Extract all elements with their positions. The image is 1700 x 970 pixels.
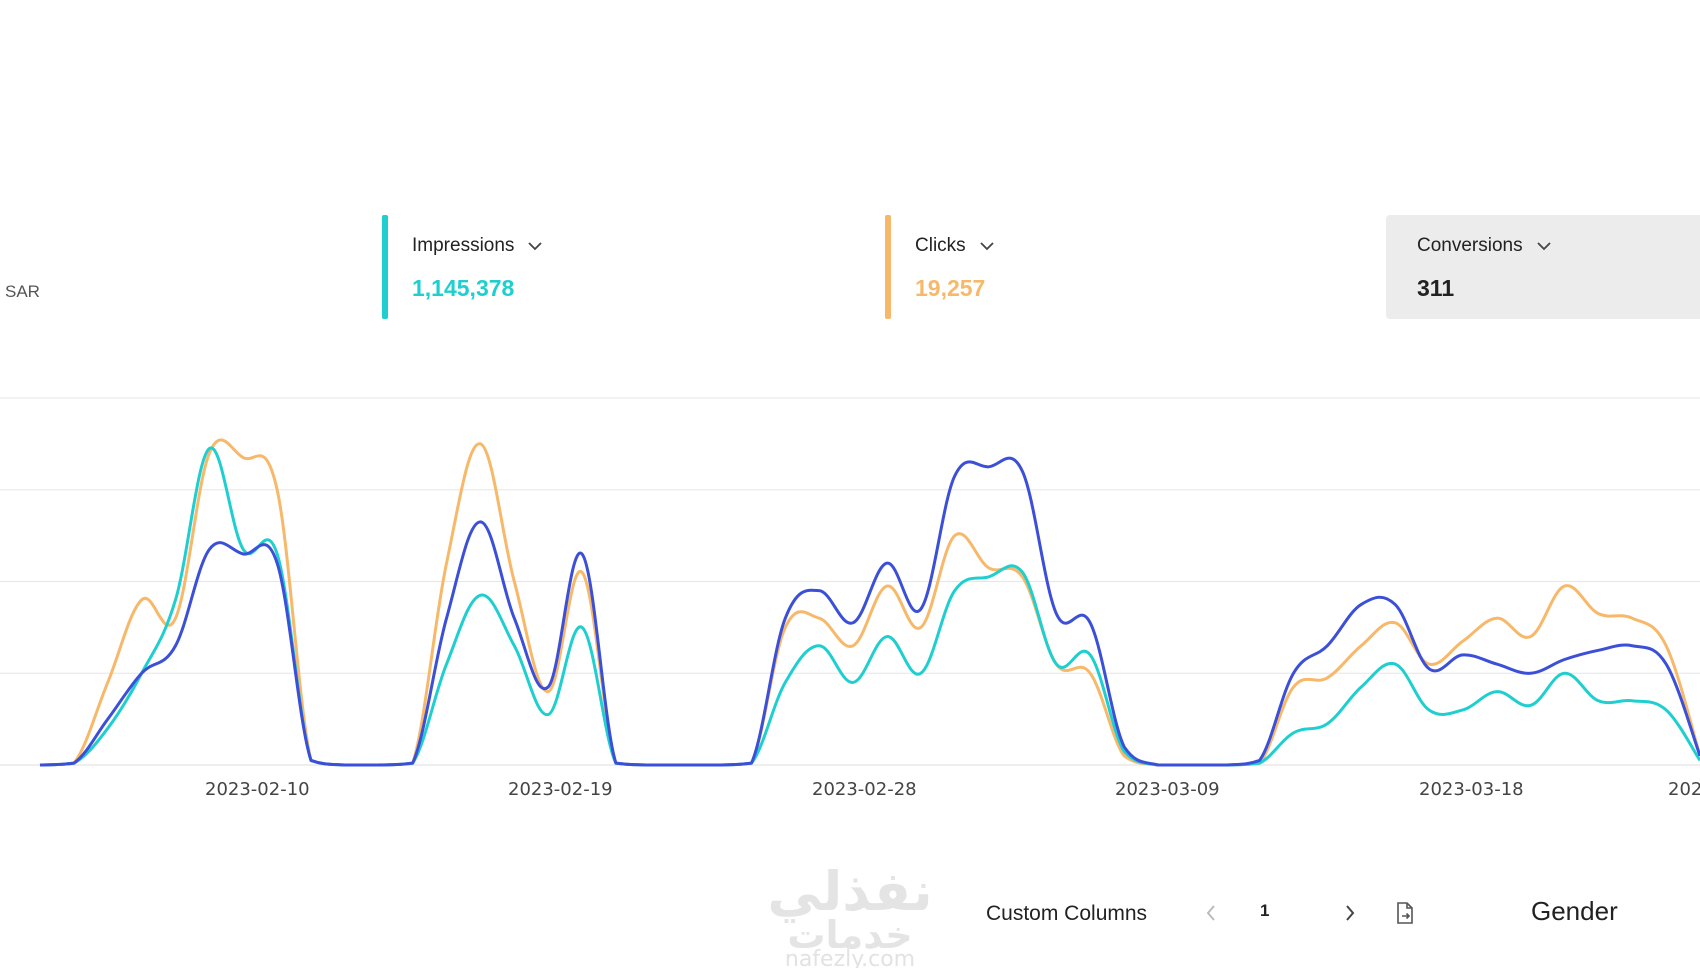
metric-color-bar xyxy=(885,215,891,319)
chevron-down-icon[interactable] xyxy=(526,237,544,255)
metric-value: 19,257 xyxy=(915,275,986,301)
x-tick-label: 2023-02-19 xyxy=(508,779,613,800)
metric-card-conversions[interactable]: Conversions 311 xyxy=(1386,215,1700,319)
page-number: 1 xyxy=(1260,901,1270,920)
metric-selector-conversions[interactable]: Conversions xyxy=(1417,235,1700,257)
watermark-logo: نفذلي خدمات nafezly.com xyxy=(767,860,932,968)
metric-value: 311 xyxy=(1417,275,1455,301)
metric-card-clicks[interactable]: Clicks 19,257 xyxy=(885,215,1365,319)
x-tick-label: 2023-02-28 xyxy=(812,779,917,800)
x-tick-label: 2023-03-09 xyxy=(1115,779,1220,800)
chevron-down-icon[interactable] xyxy=(978,237,996,255)
chevron-right-icon[interactable] xyxy=(1337,900,1363,926)
metric-label: Conversions xyxy=(1417,235,1523,256)
custom-columns-button[interactable]: Custom Columns xyxy=(986,902,1148,925)
metric-color-bar xyxy=(382,215,388,319)
series-line-impressions xyxy=(39,446,1700,767)
export-file-icon[interactable] xyxy=(1392,900,1418,926)
currency-label: SAR xyxy=(5,282,40,301)
metric-selector-impressions[interactable]: Impressions xyxy=(412,235,862,257)
x-tick-label: 2023-02-10 xyxy=(205,779,310,800)
svg-text:nafezly.com: nafezly.com xyxy=(785,947,915,968)
metric-label: Clicks xyxy=(915,235,966,256)
chevron-left-icon[interactable] xyxy=(1198,900,1224,926)
x-tick-label: 2023-03-18 xyxy=(1419,779,1524,800)
metric-selector-clicks[interactable]: Clicks xyxy=(915,235,1365,257)
series-line-conversions xyxy=(39,456,1700,767)
metric-card-impressions[interactable]: Impressions 1,145,378 xyxy=(382,215,862,319)
series-line-clicks xyxy=(39,438,1700,767)
gender-tab[interactable]: Gender xyxy=(1531,896,1618,926)
metric-value: 1,145,378 xyxy=(412,275,515,301)
svg-text:خدمات: خدمات xyxy=(787,913,912,957)
chevron-down-icon[interactable] xyxy=(1535,237,1553,255)
performance-line-chart: 2023-02-10 2023-02-19 2023-02-28 2023-03-09… xyxy=(0,380,1700,810)
svg-text:نفذلي: نفذلي xyxy=(767,860,932,923)
metric-label: Impressions xyxy=(412,235,515,256)
x-tick-label: 202 xyxy=(1668,779,1700,800)
chart-svg: 2023-02-10 2023-02-19 2023-02-28 2023-03-09… xyxy=(0,397,1700,800)
